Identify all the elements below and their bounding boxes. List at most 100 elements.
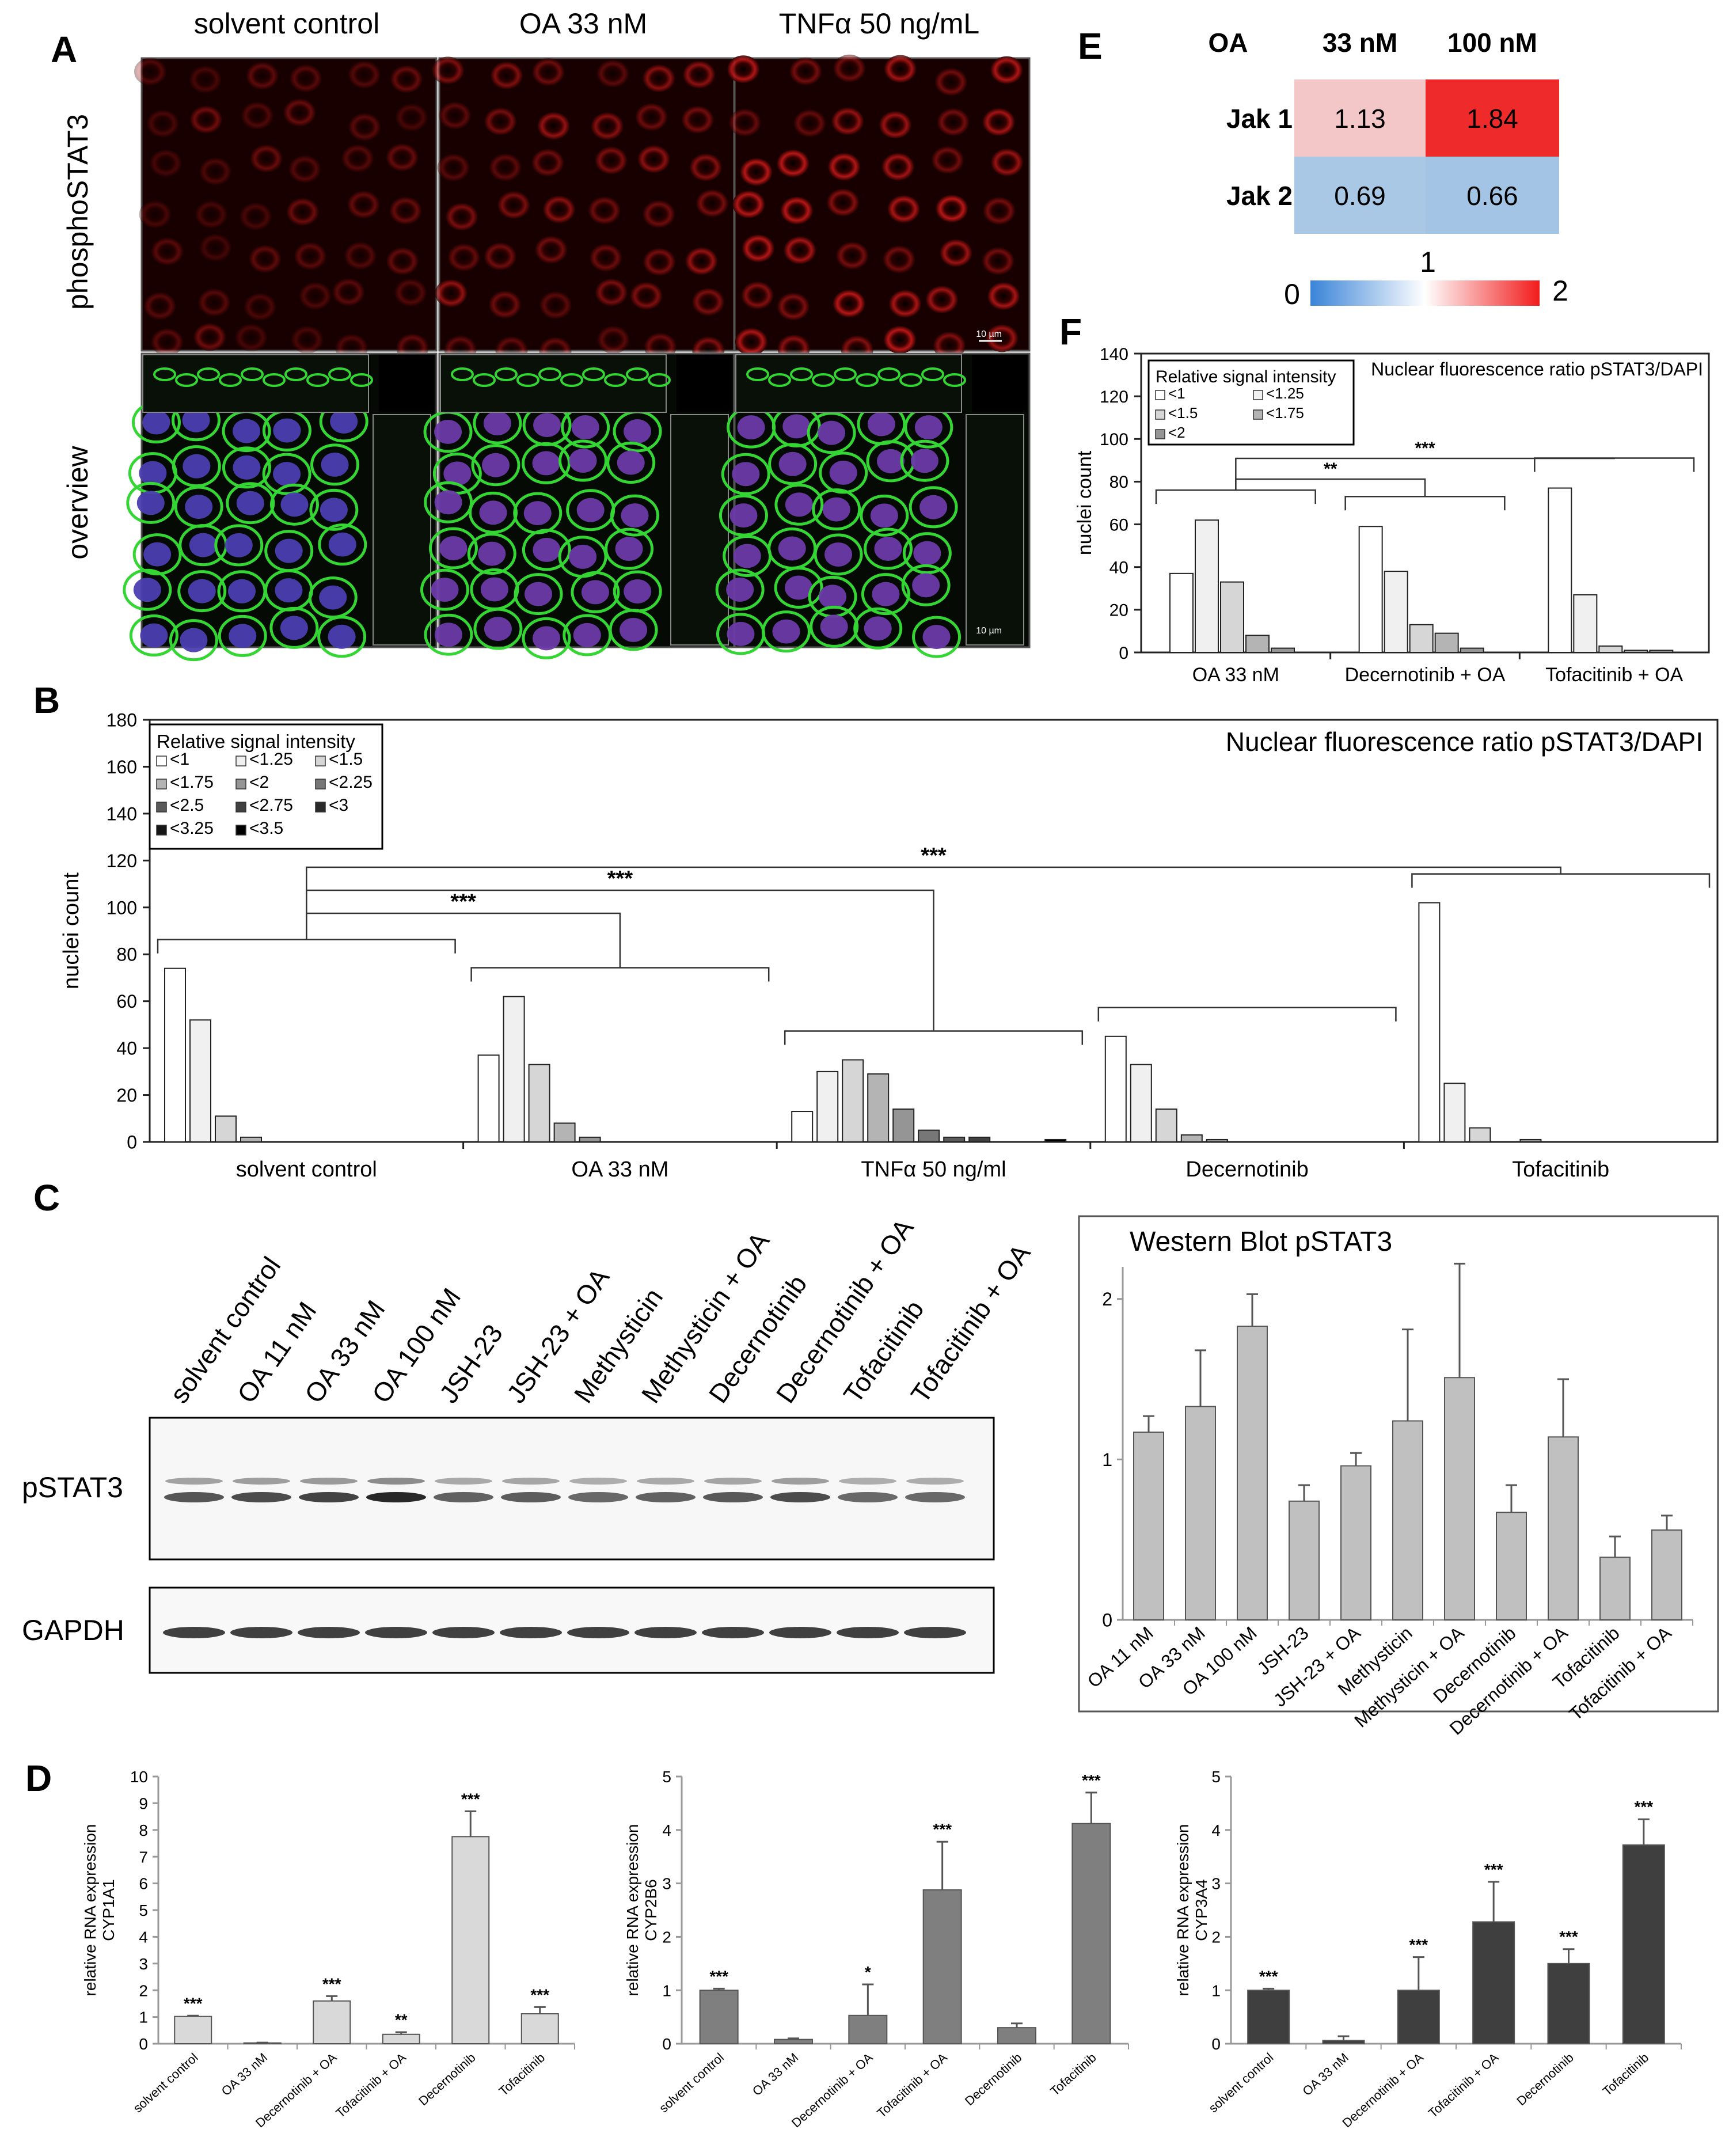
blot-band <box>432 1627 495 1638</box>
heatmap-value: 1.13 <box>1334 104 1386 134</box>
y-tick-label: 6 <box>139 1875 148 1893</box>
nucleus-mark <box>199 234 232 262</box>
x-tick-label: OA 33 nM <box>219 2050 270 2098</box>
heatmap-col-label-33: 33 nM <box>1323 28 1397 58</box>
cell-membrane-mark <box>721 453 770 495</box>
bar <box>1245 635 1270 654</box>
nucleus-mark <box>229 624 257 648</box>
nucleus-mark <box>535 236 568 264</box>
blot-band <box>299 1492 359 1502</box>
nucleus-mark <box>328 532 356 557</box>
nucleus-mark <box>910 449 938 473</box>
side-view-mark <box>284 367 307 381</box>
bar <box>1195 519 1219 654</box>
y-axis-label: CYP3A4 <box>1192 1879 1210 1941</box>
cell-membrane-mark <box>132 533 182 576</box>
nucleus-mark <box>484 617 512 642</box>
cell-membrane-mark <box>901 564 951 606</box>
bar <box>553 1122 576 1143</box>
bar <box>968 1136 991 1143</box>
y-tick-label: 1 <box>1211 1982 1221 1999</box>
panel-letter-b: B <box>33 680 60 721</box>
colorbar <box>1310 280 1540 306</box>
nucleus-mark <box>244 293 276 321</box>
nucleus-mark <box>280 492 309 517</box>
y-tick-label: 20 <box>116 1085 137 1106</box>
cell-membrane-mark <box>473 608 523 650</box>
panel-e-heatmap: E OA 33 nM 100 nM Jak 1 Jak 2 1.13 1.84 … <box>1078 25 1568 310</box>
side-view-mark <box>834 367 857 381</box>
nucleus-mark <box>484 107 517 135</box>
bar <box>313 2000 351 2045</box>
significance-label: *** <box>1409 1936 1428 1954</box>
nucleus-mark <box>491 62 523 90</box>
nucleus-mark <box>193 323 226 351</box>
cell-membrane-mark <box>126 481 176 524</box>
bar <box>451 1836 490 2044</box>
nucleus-mark <box>940 239 972 267</box>
blot-band <box>704 1478 762 1485</box>
y-axis-label: relative RNA expression <box>81 1824 99 1996</box>
legend-title: Relative signal intensity <box>157 731 355 752</box>
blot-band <box>769 1627 831 1638</box>
nucleus-mark <box>827 188 860 217</box>
nucleus-mark <box>733 544 761 568</box>
blot-band <box>365 1627 427 1638</box>
nucleus-mark <box>225 533 253 557</box>
nucleus-mark <box>931 146 964 174</box>
nucleus-mark <box>183 454 211 479</box>
nucleus-mark <box>637 145 670 173</box>
cell-membrane-mark <box>610 494 659 537</box>
nucleus-mark <box>883 325 916 354</box>
y-tick-label: 4 <box>139 1928 148 1946</box>
nucleus-mark <box>394 279 427 307</box>
nucleus-mark <box>389 196 422 225</box>
bar <box>1469 1127 1491 1142</box>
y-tick-label: 2 <box>1102 1289 1112 1309</box>
cell-membrane-mark <box>814 533 863 576</box>
significance-label: *** <box>607 867 633 891</box>
cell-membrane-mark <box>902 532 952 575</box>
nucleus-mark <box>824 542 853 567</box>
nucleus-mark <box>143 292 176 320</box>
nucleus-mark <box>692 288 725 316</box>
nucleus-mark <box>726 577 754 602</box>
nucleus-mark <box>729 503 758 528</box>
nucleus-mark <box>836 241 869 270</box>
nucleus-mark <box>883 245 915 274</box>
orthogonal-corner <box>677 355 732 412</box>
nucleus-mark <box>479 500 507 525</box>
cell-membrane-mark <box>812 488 861 531</box>
nucleus-mark <box>532 626 560 651</box>
micrograph-nuclei <box>134 58 429 362</box>
heatmap-cell <box>1294 79 1426 157</box>
side-view-mark <box>790 367 813 381</box>
orthogonal-corner <box>379 355 434 412</box>
group-bracket <box>1411 873 1711 888</box>
nucleus-mark <box>481 453 510 477</box>
nucleus-mark <box>624 579 652 603</box>
bar <box>791 1111 814 1143</box>
blot-pstat3 <box>149 1417 995 1561</box>
blot-band <box>502 1478 560 1485</box>
y-tick-label: 2 <box>662 1928 671 1946</box>
nucleus-mark <box>480 577 508 602</box>
nucleus-mark <box>246 62 279 90</box>
cell-membrane-mark <box>860 494 909 537</box>
nucleus-mark <box>881 153 914 181</box>
nucleus-mark <box>523 501 552 526</box>
y-tick-label: 0 <box>662 2035 671 2053</box>
legend-entry: <1 <box>170 750 189 769</box>
y-tick-label: 0 <box>1211 2035 1221 2053</box>
bar <box>1548 1436 1579 1620</box>
blot-band <box>164 1492 224 1502</box>
cell-membrane-mark <box>514 573 563 616</box>
cell-membrane-mark <box>471 444 520 487</box>
cell-membrane-mark <box>428 527 478 570</box>
panel-d-chart-cyp1a1: 0 1 2 3 4 5 6 7 8 9 10 relative RNA expression CYP1A… <box>81 1768 575 2130</box>
cell-membrane-mark <box>522 529 571 571</box>
side-view-mark <box>451 367 474 381</box>
cell-membrane-mark <box>522 617 571 659</box>
y-axis-label: relative RNA expression <box>1174 1824 1192 1996</box>
nucleus-mark <box>889 290 922 318</box>
